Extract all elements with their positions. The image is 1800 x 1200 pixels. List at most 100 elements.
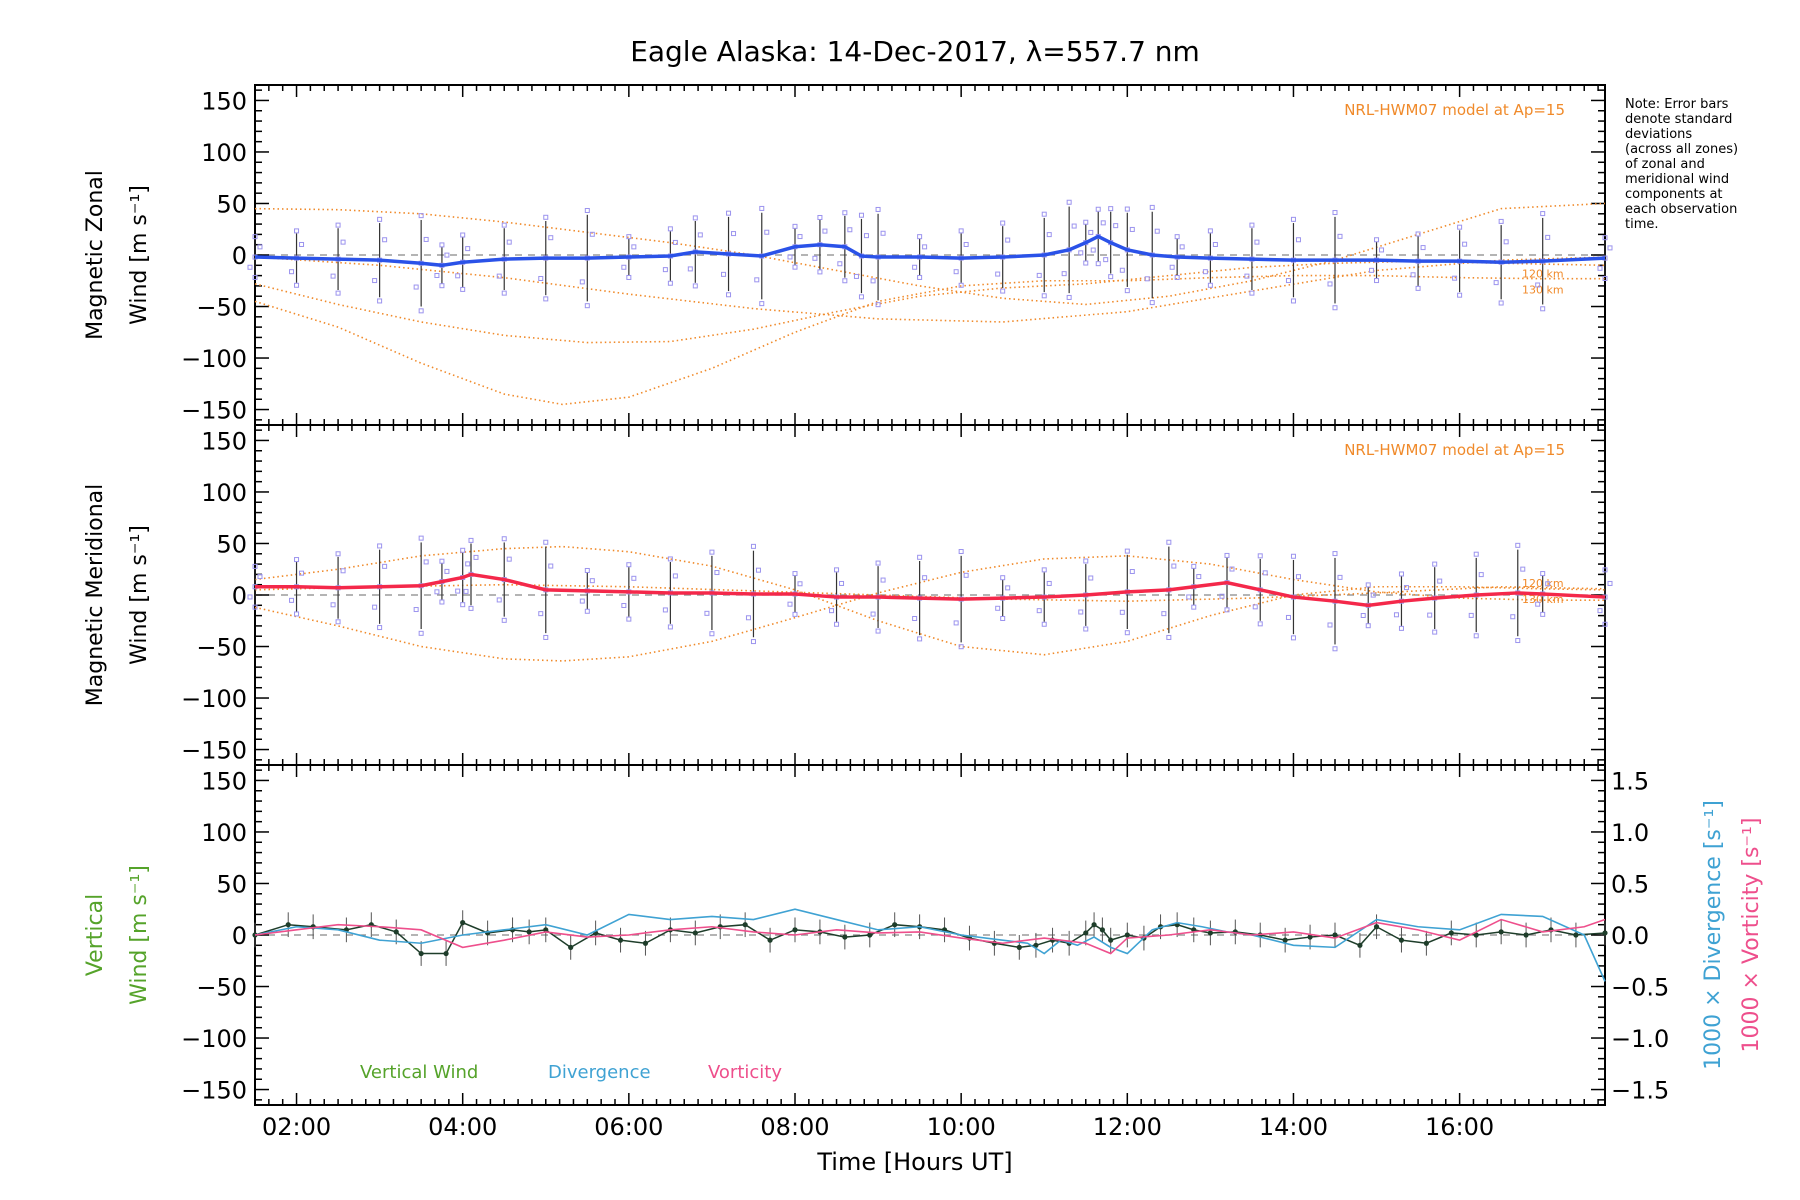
zone-marker xyxy=(1071,223,1077,229)
zone-marker xyxy=(958,228,964,234)
zone-marker xyxy=(847,227,853,233)
zone-marker xyxy=(1179,244,1185,250)
zone-marker xyxy=(1088,575,1094,581)
zone-marker xyxy=(382,237,388,243)
data-point xyxy=(767,937,773,943)
zone-marker xyxy=(709,631,715,637)
zone-marker xyxy=(1369,267,1375,273)
zone-marker xyxy=(875,628,881,634)
zone-marker xyxy=(1249,290,1255,296)
zone-marker xyxy=(372,604,378,610)
zone-marker xyxy=(1041,211,1047,217)
zone-marker xyxy=(335,222,341,228)
zone-marker xyxy=(1202,269,1208,275)
zone-marker xyxy=(667,280,673,286)
zone-marker xyxy=(817,269,823,275)
zone-marker xyxy=(294,557,300,563)
zone-marker xyxy=(755,567,761,573)
zone-marker xyxy=(995,271,1001,277)
zone-marker xyxy=(1119,267,1125,273)
zone-marker xyxy=(1207,228,1213,234)
zone-marker xyxy=(1090,247,1096,253)
data-point xyxy=(642,940,649,946)
zone-marker xyxy=(1602,235,1608,241)
zone-marker xyxy=(1161,611,1167,617)
zone-marker xyxy=(1415,231,1421,237)
data-point xyxy=(867,932,873,938)
zone-marker xyxy=(1036,272,1042,278)
y-axis-label-line1: Magnetic Zonal xyxy=(83,170,108,340)
panel-vertical: −150 −100 −50 0 50 100 150 −1.5 −1.0 −0.5 0.0 0.5 1.… xyxy=(83,764,1764,1106)
zone-marker xyxy=(1005,585,1011,591)
data-point xyxy=(568,944,574,950)
zone-marker xyxy=(1498,300,1504,306)
zone-marker xyxy=(455,273,461,279)
zone-marker xyxy=(1257,553,1263,559)
zone-marker xyxy=(584,303,590,309)
data-point xyxy=(1033,942,1039,948)
zone-marker xyxy=(1420,245,1426,251)
zone-marker xyxy=(1332,305,1338,311)
data-point xyxy=(1357,942,1363,948)
zone-marker xyxy=(1510,614,1516,620)
data-point xyxy=(1083,930,1089,936)
zone-marker xyxy=(1473,551,1479,557)
zone-marker xyxy=(1100,220,1106,226)
zone-marker xyxy=(299,570,305,576)
zone-marker xyxy=(917,554,923,560)
zone-marker xyxy=(468,537,474,543)
zone-marker xyxy=(1332,210,1338,216)
zone-marker xyxy=(764,229,770,235)
zone-marker xyxy=(662,267,668,273)
zone-marker xyxy=(687,266,693,272)
zone-marker xyxy=(506,556,512,562)
y-axis-label-line1: Vertical xyxy=(83,894,108,976)
zone-marker xyxy=(912,264,918,270)
zone-marker xyxy=(501,617,507,623)
zone-marker xyxy=(1174,274,1180,280)
zone-marker xyxy=(1370,592,1376,598)
zone-marker xyxy=(1374,278,1380,284)
zone-marker xyxy=(252,604,258,610)
data-point xyxy=(1099,927,1105,933)
note-line: of zonal and xyxy=(1625,157,1705,172)
zone-marker xyxy=(538,275,544,281)
zone-marker xyxy=(294,282,300,288)
zone-marker xyxy=(1462,241,1468,247)
legend-item: Vertical Wind xyxy=(360,1062,478,1083)
zone-marker xyxy=(340,568,346,574)
zone-marker xyxy=(953,269,959,275)
zone-marker xyxy=(1041,293,1047,299)
zone-marker xyxy=(1545,581,1551,587)
zone-marker xyxy=(548,563,554,569)
zone-marker xyxy=(1257,621,1263,627)
zone-marker xyxy=(792,611,798,617)
y-tick-label: −100 xyxy=(181,345,247,373)
zone-marker xyxy=(501,290,507,296)
zone-marker xyxy=(496,273,502,279)
note-line: time. xyxy=(1625,217,1659,232)
zone-marker xyxy=(1000,575,1006,581)
x-tick-label: 10:00 xyxy=(927,1113,996,1141)
right-y-tick-label: −0.5 xyxy=(1611,974,1669,1002)
y-axis-label-line2: Wind [m s⁻¹] xyxy=(127,525,152,665)
zone-marker xyxy=(1540,306,1546,312)
zone-marker xyxy=(714,570,720,576)
zone-marker xyxy=(1186,594,1192,600)
zone-marker xyxy=(434,589,440,595)
x-axis-label: Time [Hours UT] xyxy=(816,1148,1012,1176)
zone-marker xyxy=(1332,646,1338,652)
zone-marker xyxy=(1254,239,1260,245)
zone-marker xyxy=(1174,234,1180,240)
zone-marker xyxy=(257,244,263,250)
zone-marker xyxy=(1607,245,1613,251)
zone-marker xyxy=(1602,567,1608,573)
zone-marker xyxy=(1124,630,1130,636)
note-line: (across all zones) xyxy=(1625,142,1738,157)
zone-marker xyxy=(1224,607,1230,613)
zone-marker xyxy=(726,210,732,216)
x-tick-label: 04:00 xyxy=(428,1113,497,1141)
data-point xyxy=(1282,937,1288,943)
data-point xyxy=(285,922,291,928)
y-tick-label: −50 xyxy=(196,294,247,322)
